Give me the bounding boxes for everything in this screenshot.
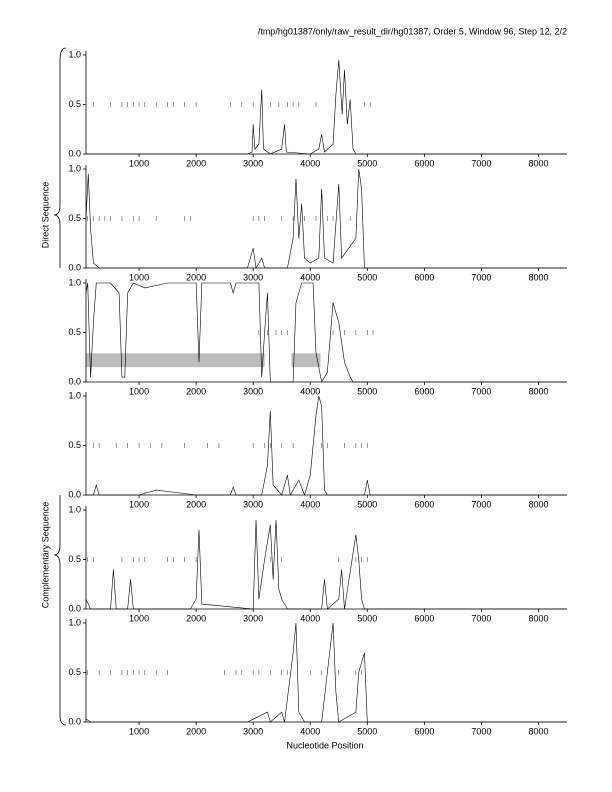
x-tick-label: 2000 [186,386,206,396]
x-tick-label: 6000 [414,272,434,282]
x-tick-label: 5000 [357,386,377,396]
x-tick-label: 2000 [186,726,206,736]
y-tick-label: 1.0 [68,49,81,59]
x-tick-label: 2000 [186,158,206,168]
x-tick-label: 4000 [300,613,320,623]
x-tick-label: 2000 [186,613,206,623]
x-tick-label: 6000 [414,726,434,736]
x-tick-label: 1000 [129,386,149,396]
x-tick-label: 5000 [357,613,377,623]
x-tick-label: 4000 [300,499,320,509]
x-tick-label: 5000 [357,272,377,282]
y-tick-label: 0.5 [68,554,81,564]
x-tick-label: 6000 [414,386,434,396]
score-line [86,395,567,496]
score-line [85,168,567,269]
x-tick-label: 8000 [528,272,548,282]
x-tick-label: 3000 [243,726,263,736]
y-tick-label: 1.0 [68,163,81,173]
x-tick-label: 7000 [471,613,491,623]
x-tick-label: 2000 [186,272,206,282]
x-tick-label: 3000 [243,499,263,509]
y-tick-label: 0.0 [68,148,81,158]
x-tick-label: 8000 [528,613,548,623]
brace [53,495,67,726]
x-tick-label: 6000 [414,613,434,623]
x-tick-label: 5000 [357,726,377,736]
header: /tmp/hg01387/only/raw_result_dir/hg01387… [258,26,567,36]
x-tick-label: 8000 [528,386,548,396]
x-tick-label: 4000 [300,272,320,282]
gene-region [86,353,265,368]
score-line [85,519,567,610]
y-tick-label: 0.0 [68,716,81,726]
x-tick-label: 7000 [471,158,491,168]
x-tick-label: 2000 [186,499,206,509]
x-tick-label: 3000 [243,386,263,396]
y-tick-label: 1.0 [68,277,81,287]
x-tick-label: 8000 [528,158,548,168]
x-tick-label: 6000 [414,158,434,168]
x-tick-label: 8000 [528,499,548,509]
brace [53,47,67,268]
x-tick-label: 5000 [357,158,377,168]
y-tick-label: 0.0 [68,489,81,499]
x-tick-label: 3000 [243,158,263,168]
score-line [86,59,567,155]
y-tick-label: 0.5 [68,99,81,109]
x-tick-label: 7000 [471,386,491,396]
y-tick-label: 1.0 [68,504,81,514]
x-axis-label: Nucleotide Position [286,740,363,750]
score-line [85,622,567,723]
y-tick-label: 0.5 [68,213,81,223]
group-label: Complementary Sequence [40,502,50,609]
y-tick-label: 0.0 [68,603,81,613]
x-tick-label: 7000 [471,272,491,282]
x-tick-label: 4000 [300,726,320,736]
y-tick-label: 0.5 [68,667,81,677]
y-tick-label: 0.5 [68,327,81,337]
gene-region [291,353,321,368]
group-label: Direct Sequence [40,182,50,249]
x-tick-label: 8000 [528,726,548,736]
x-tick-label: 4000 [300,386,320,396]
x-tick-label: 1000 [129,726,149,736]
x-tick-label: 1000 [129,499,149,509]
score-line [85,282,567,383]
y-tick-label: 0.5 [68,440,81,450]
x-tick-label: 1000 [129,158,149,168]
x-tick-label: 3000 [243,272,263,282]
x-tick-label: 1000 [129,272,149,282]
y-tick-label: 0.0 [68,376,81,386]
y-tick-label: 0.0 [68,262,81,272]
y-tick-label: 1.0 [68,617,81,627]
x-tick-label: 7000 [471,499,491,509]
x-tick-label: 1000 [129,613,149,623]
x-tick-label: 3000 [243,613,263,623]
y-tick-label: 1.0 [68,390,81,400]
x-tick-label: 5000 [357,499,377,509]
x-tick-label: 7000 [471,726,491,736]
x-tick-label: 4000 [300,158,320,168]
x-tick-label: 6000 [414,499,434,509]
